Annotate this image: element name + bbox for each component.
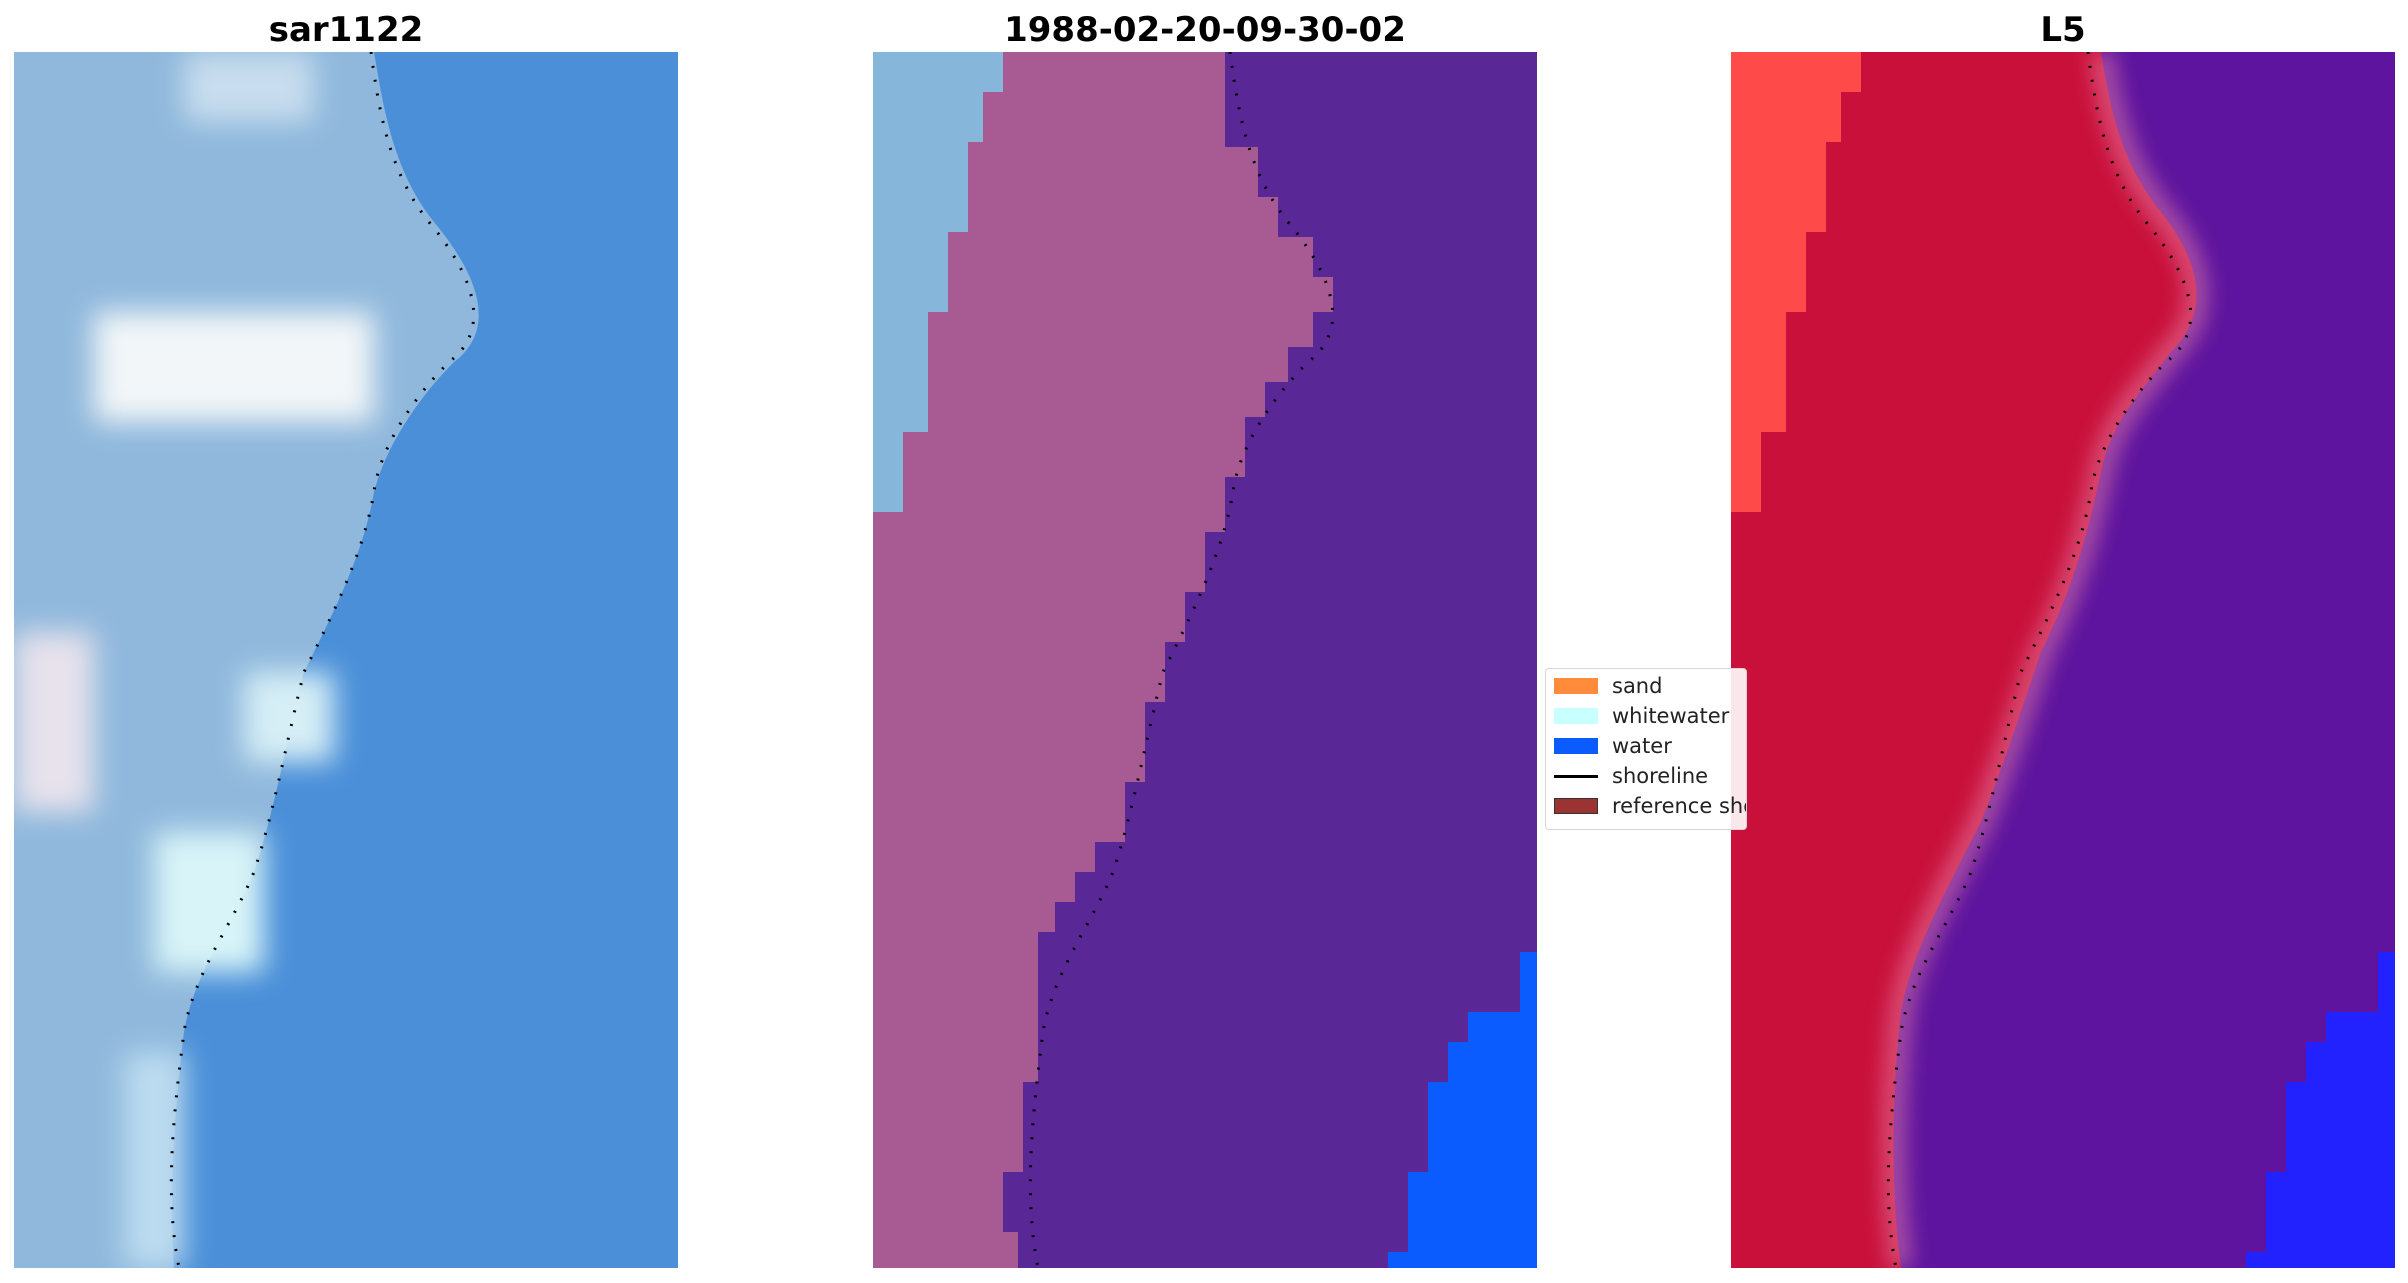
panel-title-index: L5 <box>2040 10 2086 50</box>
classification-panel <box>873 52 1537 1268</box>
land-index-area <box>1731 52 2197 1268</box>
shoreline-line-sample <box>1554 774 1598 778</box>
shoreline-overlay-rgb <box>169 52 476 1268</box>
legend-item-shoreline: shoreline <box>1554 761 1708 791</box>
legend-item-whitewater: whitewater <box>1554 701 1729 731</box>
legend-item-water: water <box>1554 731 1672 761</box>
panel-title-rgb: sar1122 <box>268 10 424 50</box>
shoreline-overlay-classification <box>1028 52 1335 1268</box>
sand-class-area <box>873 52 1333 1268</box>
water-swatch <box>1554 738 1598 754</box>
shoreline-overlay-index <box>1886 52 2193 1268</box>
legend-label-water: water <box>1612 734 1672 758</box>
deep-water-index-area <box>2246 952 2395 1268</box>
sand-swatch <box>1554 678 1598 694</box>
index-panel <box>1731 52 2395 1268</box>
legend-label-shoreline: shoreline <box>1612 764 1709 788</box>
whitewater-swatch <box>1554 708 1598 724</box>
legend: sand whitewater water shoreline referenc… <box>1545 668 1747 830</box>
legend-label-reference-shoreline: reference shoreline <box>1612 794 1746 818</box>
reference-shoreline-swatch <box>1554 798 1598 814</box>
legend-item-reference-shoreline: reference shoreline <box>1554 791 1746 821</box>
panel-title-classification: 1988-02-20-09-30-02 <box>1004 10 1406 50</box>
legend-label-whitewater: whitewater <box>1612 704 1730 728</box>
beach-index-area <box>1731 52 1861 512</box>
whitewater-class-area <box>873 52 1003 512</box>
rgb-image-panel <box>14 52 678 1268</box>
legend-label-sand: sand <box>1612 674 1663 698</box>
legend-item-sand: sand <box>1554 671 1662 701</box>
deep-water-class-area <box>1388 952 1537 1268</box>
